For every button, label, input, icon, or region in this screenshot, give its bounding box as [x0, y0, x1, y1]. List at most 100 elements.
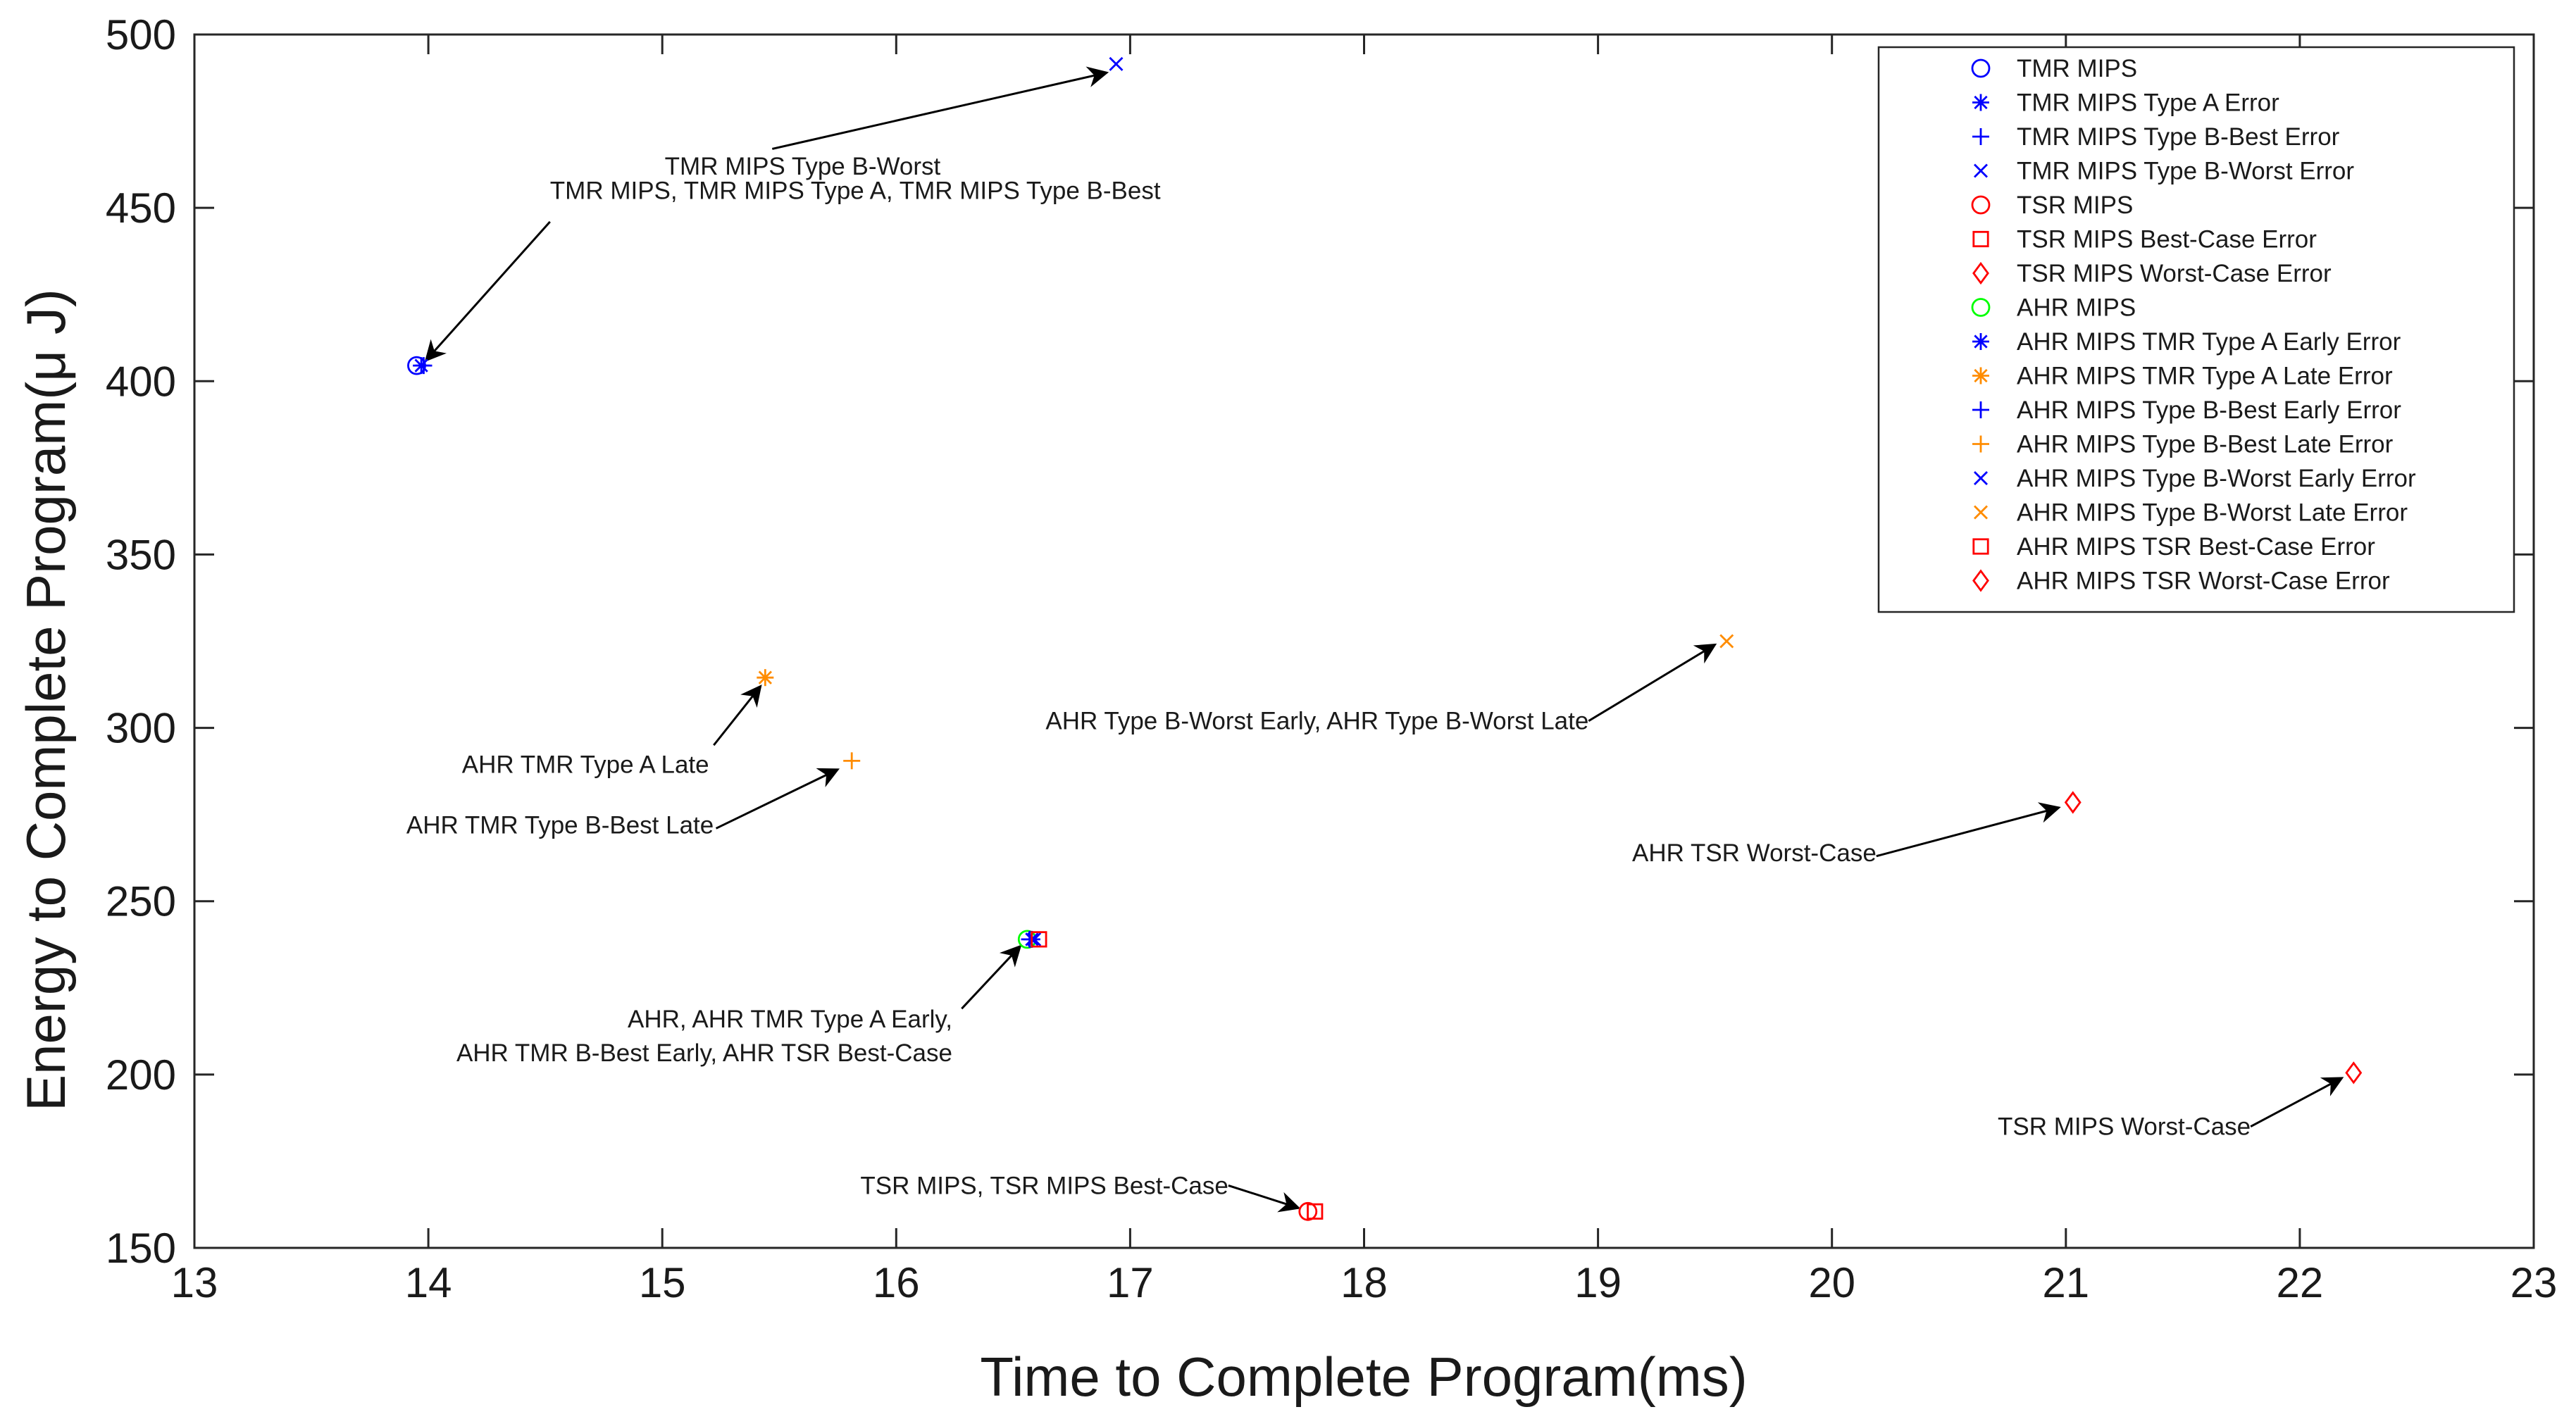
legend-marker: [1974, 163, 1988, 178]
legend-label: AHR MIPS Type B-Worst Early Error: [2017, 465, 2416, 492]
diamond-mark: [2345, 1061, 2363, 1084]
legend-entry: AHR MIPS Type B-Best Late Error: [1972, 431, 2394, 458]
legend-entry: TMR MIPS Type A Error: [1972, 89, 2279, 117]
legend-label: AHR MIPS Type B-Best Late Error: [2017, 431, 2394, 458]
annotation-label: TSR MIPS, TSR MIPS Best-Case: [860, 1172, 1228, 1199]
x-tick-label: 19: [1574, 1259, 1622, 1306]
annotation: AHR, AHR TMR Type A Early, AHR TMR B-Best…: [456, 944, 1022, 1067]
annotation: AHR TMR Type A Late: [462, 685, 762, 778]
legend-label: AHR MIPS: [2017, 294, 2136, 322]
legend-entry: TSR MIPS: [1971, 192, 2133, 219]
legend: TMR MIPS TMR MIPS Type A Error TMR MIPS Ty…: [1877, 46, 2515, 613]
x-tick-label: 21: [2042, 1259, 2089, 1306]
annotation-arrow: [2250, 1077, 2344, 1128]
legend-marker: [1971, 298, 1991, 317]
annotation-arrow: [715, 768, 840, 830]
legend-box: [1877, 46, 2515, 613]
cross-stroke: [1974, 163, 1988, 178]
annotation-arrow: [961, 944, 1022, 1010]
square-mark: [1972, 538, 1989, 555]
circle-mark: [1971, 58, 1991, 78]
legend-marker: [1972, 569, 1989, 592]
legend-marker: [1972, 401, 1989, 418]
data-points: [407, 56, 2363, 1221]
x-tick-label: 16: [873, 1259, 920, 1306]
circle-mark: [1971, 195, 1991, 215]
legend-label: TMR MIPS Type A Error: [2017, 89, 2279, 117]
asterisk-stroke: [1974, 335, 1988, 349]
legend-entry: AHR MIPS TSR Worst-Case Error: [1972, 568, 2390, 595]
data-point: [1109, 56, 1124, 71]
y-axis-title: Energy to Complete Program(μ J): [15, 289, 77, 1111]
x-tick-label: 23: [2510, 1259, 2558, 1306]
x-tick-label: 13: [171, 1259, 218, 1306]
annotation-arrow: [1876, 802, 2061, 858]
y-tick-label: 500: [106, 11, 176, 58]
legend-marker: [1974, 471, 1988, 485]
annotation-label: TSR MIPS Worst-Case: [1998, 1113, 2251, 1141]
x-tick-label: 20: [1808, 1259, 1855, 1306]
x-axis-title: Time to Complete Program(ms): [980, 1346, 1747, 1408]
diamond-mark: [1972, 569, 1989, 592]
asterisk-stroke: [1974, 95, 1988, 110]
annotation: TMR MIPS Type B-Worst: [665, 66, 1109, 180]
legend-label: AHR MIPS TMR Type A Early Error: [2017, 328, 2401, 356]
data-point: [1031, 931, 1047, 948]
x-tick-label: 17: [1107, 1259, 1154, 1306]
x-tick-label: 22: [2277, 1259, 2324, 1306]
legend-marker: [1971, 195, 1991, 215]
annotation: AHR TSR Worst-Case: [1632, 802, 2061, 867]
annotation-label: AHR TMR Type B-Best Late: [406, 811, 714, 839]
annotation-arrow: [424, 220, 551, 362]
legend-marker: [1974, 505, 1988, 520]
legend-marker: [1972, 94, 1989, 111]
asterisk-stroke: [1974, 368, 1988, 383]
legend-entry: TMR MIPS Type B-Worst Error: [1974, 158, 2354, 185]
data-point: [843, 752, 861, 770]
data-point: [2064, 791, 2082, 814]
square-mark: [1307, 1203, 1324, 1220]
legend-label: TSR MIPS: [2017, 192, 2133, 219]
annotation: TSR MIPS, TSR MIPS Best-Case: [860, 1172, 1301, 1213]
legend-entry: TMR MIPS Type B-Best Error: [1972, 123, 2340, 151]
cross-stroke: [1974, 505, 1988, 520]
annotation-label: AHR TMR Type A Late: [462, 751, 709, 778]
legend-marker: [1972, 367, 1989, 385]
legend-label: AHR MIPS Type B-Best Early Error: [2017, 396, 2401, 424]
legend-label: TMR MIPS: [2017, 55, 2137, 82]
diamond-mark: [1972, 261, 1989, 285]
circle-mark: [1971, 298, 1991, 317]
y-tick-label: 250: [106, 878, 176, 925]
annotation-label: AHR TSR Worst-Case: [1632, 839, 1877, 867]
annotation-label: AHR Type B-Worst Early, AHR Type B-Worst…: [1045, 708, 1588, 735]
annotation-arrow: [1228, 1184, 1301, 1213]
legend-entry: AHR MIPS TMR Type A Early Error: [1972, 328, 2401, 356]
cross-stroke: [1974, 471, 1988, 485]
legend-entry: AHR MIPS Type B-Worst Late Error: [1974, 499, 2408, 527]
annotation-arrow: [771, 66, 1109, 150]
legend-marker: [1972, 261, 1989, 285]
legend-label: TSR MIPS Worst-Case Error: [2017, 260, 2332, 287]
legend-marker: [1972, 128, 1989, 145]
y-tick-label: 400: [106, 358, 176, 405]
legend-entry: AHR MIPS TMR Type A Late Error: [1972, 363, 2393, 390]
annotation-arrow: [713, 685, 762, 746]
axes: 13 14 15 16 17 18 19 20 21 22 23 150 200 250 300 350 400…: [106, 11, 2557, 1306]
legend-marker: [1972, 230, 1989, 248]
asterisk-stroke: [758, 670, 772, 685]
legend-label: TMR MIPS Type B-Worst Error: [2017, 158, 2354, 185]
data-point: [1307, 1203, 1324, 1220]
legend-marker: [1972, 435, 1989, 453]
cross-stroke: [1109, 56, 1124, 71]
annotation-label: TMR MIPS, TMR MIPS Type A, TMR MIPS Type…: [550, 177, 1161, 205]
legend-entry: TSR MIPS Worst-Case Error: [1972, 260, 2332, 287]
legend-entry: AHR MIPS: [1971, 294, 2136, 322]
x-tick-label: 18: [1340, 1259, 1388, 1306]
x-tick-label: 14: [405, 1259, 452, 1306]
legend-label: TMR MIPS Type B-Best Error: [2017, 123, 2340, 151]
data-point: [1298, 1201, 1318, 1221]
legend-label: AHR MIPS TMR Type A Late Error: [2017, 363, 2393, 390]
legend-label: AHR MIPS TSR Worst-Case Error: [2017, 568, 2390, 595]
